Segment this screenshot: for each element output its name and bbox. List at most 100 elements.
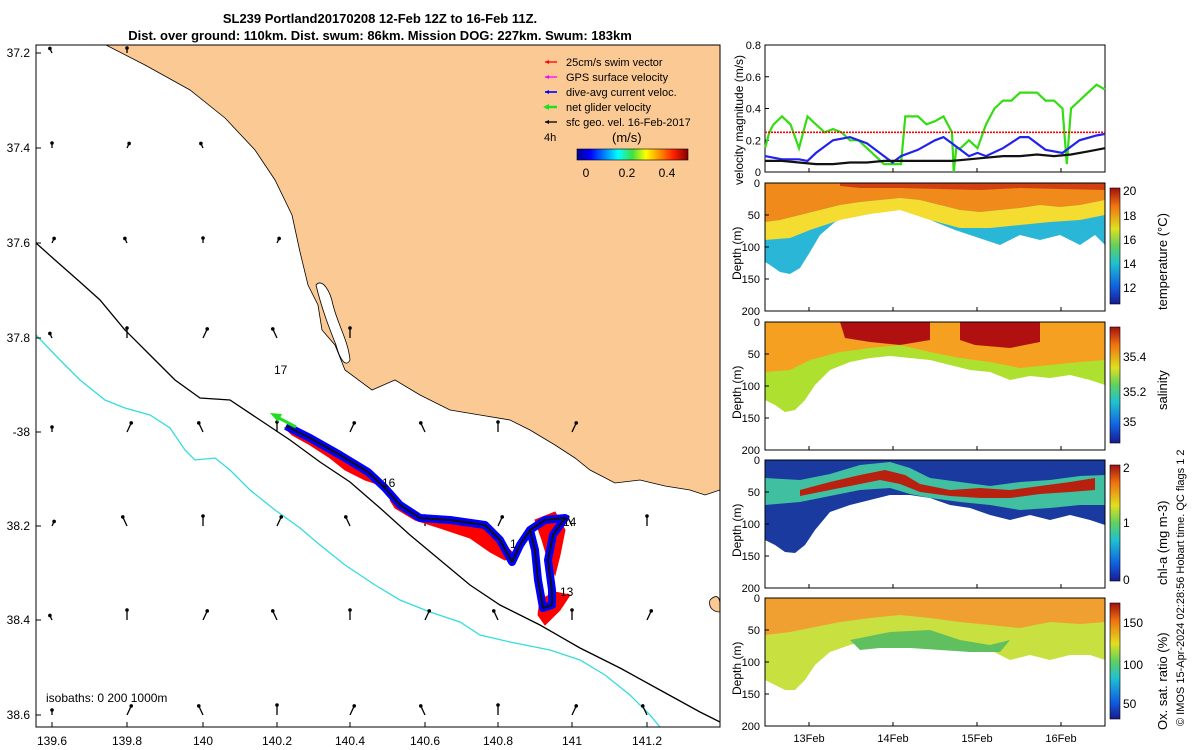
geo-arrow-head bbox=[50, 708, 54, 712]
velocity-series-1 bbox=[764, 132, 1106, 164]
map-y-tick-label: -38 bbox=[13, 425, 31, 439]
geo-arrow-head bbox=[48, 46, 52, 51]
salinity-colorbar bbox=[1109, 326, 1121, 444]
time-tick-label: 16Feb bbox=[1045, 733, 1076, 745]
geo-arrow-head bbox=[50, 141, 54, 145]
title-line-1: SL239 Portland20170208 12-Feb 12Z to 16-… bbox=[222, 11, 538, 26]
glider-track bbox=[270, 413, 571, 626]
geo-arrow-head bbox=[52, 519, 56, 524]
oxygen-cb-tick: 100 bbox=[1123, 658, 1143, 672]
velocity-y-tick-label: 0.4 bbox=[746, 104, 761, 116]
chla-cb-tick: 0 bbox=[1123, 573, 1130, 587]
map-y-axis: 37.2 37.4 37.6 37.8 -38 38.2 38.4 38.6 bbox=[7, 46, 41, 722]
salinity-panel: 35.4 35.2 35 salinity bbox=[764, 321, 1170, 451]
geo-arrow-head bbox=[196, 421, 201, 425]
salinity-cb-tick: 35 bbox=[1123, 415, 1137, 429]
geo-arrow-head bbox=[570, 608, 574, 612]
geo-arrow-head bbox=[196, 704, 201, 708]
velocity-y-tick-label: 0.6 bbox=[746, 72, 761, 84]
chla-green-layer bbox=[765, 462, 1105, 510]
depth-tick-label: 200 bbox=[742, 583, 760, 595]
geo-arrow-head bbox=[645, 514, 649, 518]
geo-arrow-head bbox=[348, 608, 352, 612]
svg-text:sfc geo. vel. 16-Feb-2017: sfc geo. vel. 16-Feb-2017 bbox=[566, 117, 691, 129]
svg-text:dive-avg current veloc.: dive-avg current veloc. bbox=[566, 87, 677, 99]
legend-entry-swim-vector: 25cm/s swim vector bbox=[545, 57, 663, 69]
depth-tick-label: 50 bbox=[748, 210, 760, 222]
isobath-1000m bbox=[36, 334, 661, 727]
map-colorbar-title: (m/s) bbox=[612, 130, 642, 145]
oxygen-cb-label: Ox. sat. ratio (%) bbox=[1155, 632, 1170, 730]
map-legend: 25cm/s swim vector GPS surface velocity … bbox=[543, 57, 691, 180]
temperature-colorbar bbox=[1109, 187, 1121, 305]
geo-velocity-arrows bbox=[48, 46, 654, 716]
map-colorbar bbox=[576, 148, 689, 161]
geo-arrow-head bbox=[50, 425, 54, 429]
geo-arrow-head bbox=[352, 421, 357, 425]
map-x-tick-label: 140 bbox=[193, 734, 213, 748]
depth-tick-label: 50 bbox=[748, 487, 760, 499]
depth-axis-label: Depth (m) bbox=[730, 227, 744, 280]
day-label-17: 17 bbox=[274, 363, 288, 377]
oxygen-panel: 150 100 50 Ox. sat. ratio (%) bbox=[764, 597, 1170, 730]
map-y-tick-label: 38.6 bbox=[7, 708, 31, 722]
map-y-tick-label: 38.4 bbox=[7, 613, 31, 627]
map-x-tick-label: 140.2 bbox=[262, 734, 292, 748]
oxygen-green-patch bbox=[850, 630, 1010, 652]
geo-arrow-head bbox=[496, 703, 500, 707]
geo-arrow-head bbox=[201, 236, 205, 240]
title-line-2: Dist. over ground: 110km. Dist. swum: 86… bbox=[128, 28, 632, 43]
temperature-cb-label: temperature (°C) bbox=[1155, 213, 1170, 310]
map-colorbar-tick: 0.4 bbox=[659, 166, 676, 180]
map-colorbar-tick: 0.2 bbox=[619, 166, 636, 180]
legend-4h-label: 4h bbox=[544, 132, 556, 144]
geo-arrow-head bbox=[129, 704, 134, 708]
depth-tick-label: 0 bbox=[754, 455, 760, 467]
depth-tick-label: 150 bbox=[742, 551, 760, 563]
map-panel: 17 16 14 13 1 isobaths: 0 200 1000m 25cm… bbox=[7, 44, 721, 748]
geo-arrow-head bbox=[201, 514, 205, 518]
geo-arrow-head bbox=[125, 608, 129, 612]
figure-title: SL239 Portland20170208 12-Feb 12Z to 16-… bbox=[0, 10, 760, 44]
map-frame bbox=[35, 44, 721, 728]
geo-arrow-head bbox=[199, 141, 203, 146]
legend-entry-gps-velocity: GPS surface velocity bbox=[545, 72, 669, 84]
svg-text:25cm/s swim vector: 25cm/s swim vector bbox=[566, 57, 663, 69]
day-label-16: 16 bbox=[382, 476, 396, 490]
depth-tick-label: 150 bbox=[742, 413, 760, 425]
day-label-15-partial: 1 bbox=[510, 537, 517, 551]
map-x-tick-label: 139.6 bbox=[37, 734, 67, 748]
depth-tick-label: 50 bbox=[748, 349, 760, 361]
map-y-tick-label: 37.2 bbox=[7, 46, 31, 60]
velocity-panel: 0 0.2 0.4 0.6 0.8 velocity magnitude (m/s) bbox=[732, 40, 1106, 185]
depth-tick-label: 200 bbox=[742, 306, 760, 318]
map-y-tick-label: 37.6 bbox=[7, 236, 31, 250]
depth-tick-label: 200 bbox=[742, 445, 760, 457]
temperature-cb-tick: 16 bbox=[1123, 233, 1137, 247]
velocity-series bbox=[763, 83, 1106, 173]
time-axis: 13Feb 14Feb 15Feb 16Feb bbox=[793, 168, 1077, 745]
depth-tick-label: 150 bbox=[742, 689, 760, 701]
geo-arrow-head bbox=[649, 609, 654, 613]
geo-arrow-head bbox=[491, 609, 496, 613]
geo-arrow-head bbox=[125, 46, 129, 50]
depth-axis-label: Depth (m) bbox=[730, 642, 744, 695]
depth-tick-label: 0 bbox=[754, 178, 760, 190]
velocity-y-tick-label: 0.8 bbox=[746, 40, 761, 52]
chla-panel: 2 1 0 chl-a (mg m-3) bbox=[764, 459, 1170, 589]
small-island bbox=[709, 596, 720, 613]
salinity-cb-tick: 35.4 bbox=[1123, 350, 1147, 364]
depth-tick-label: 150 bbox=[742, 274, 760, 286]
depth-tick-label: 100 bbox=[742, 657, 760, 669]
chla-cb-tick: 2 bbox=[1123, 461, 1130, 475]
depth-tick-label: 0 bbox=[754, 317, 760, 329]
temperature-panel: 20 18 16 14 12 temperature (°C) bbox=[764, 182, 1170, 312]
depth-tick-label: 0 bbox=[754, 593, 760, 605]
depth-tick-label: 100 bbox=[742, 519, 760, 531]
legend-entry-dive-avg-current: dive-avg current veloc. bbox=[545, 87, 677, 99]
map-colorbar-tick: 0 bbox=[583, 166, 590, 180]
chla-max-layer bbox=[800, 470, 1095, 498]
depth-tick-label: 50 bbox=[748, 625, 760, 637]
day-label-14: 14 bbox=[563, 515, 577, 529]
geo-arrow-head bbox=[205, 327, 210, 331]
